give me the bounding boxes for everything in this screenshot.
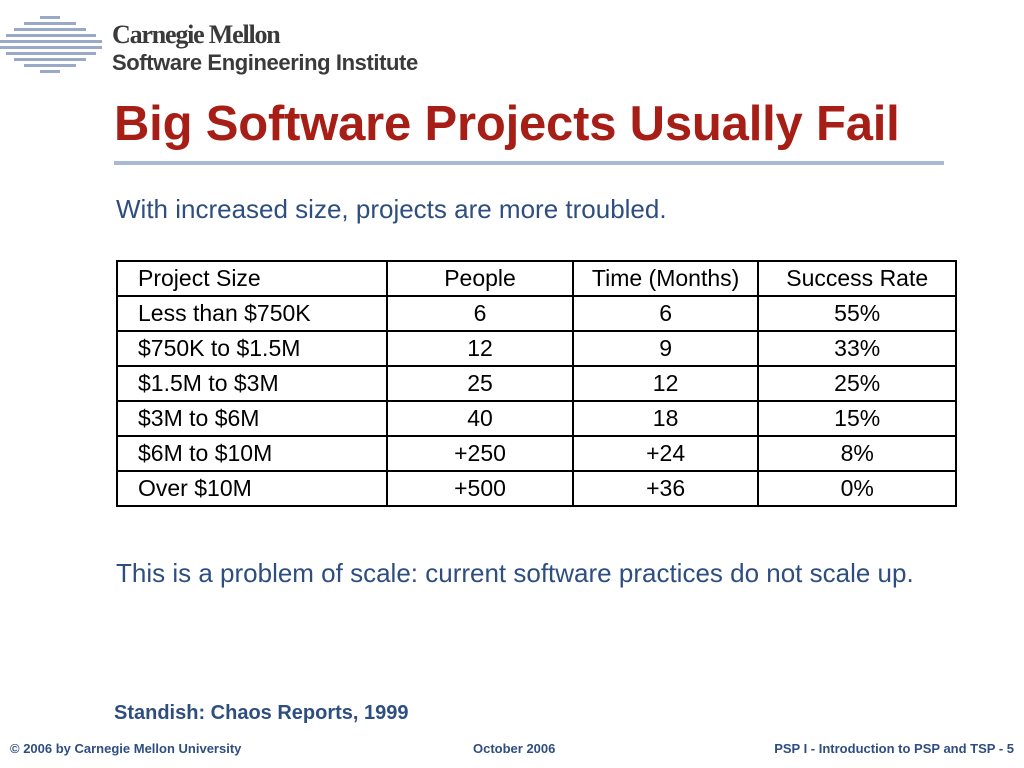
cell-project-size: Over $10M [115, 470, 389, 507]
cell-success-rate: 33% [757, 330, 957, 367]
cell-time-months: 18 [571, 400, 760, 437]
header-success-rate: Success Rate [757, 260, 957, 297]
cell-project-size: $1.5M to $3M [115, 365, 389, 402]
cell-project-size: Less than $750K [115, 295, 389, 332]
table-row: $1.5M to $3M 25 12 25% [115, 365, 957, 402]
slide-title: Big Software Projects Usually Fail [114, 97, 900, 151]
source-citation: Standish: Chaos Reports, 1999 [114, 702, 409, 724]
cell-success-rate: 0% [757, 470, 957, 507]
cell-people: +250 [386, 435, 574, 472]
cell-time-months: 6 [571, 295, 760, 332]
footer-date: October 2006 [473, 741, 556, 756]
table-row: $750K to $1.5M 12 9 33% [115, 330, 957, 367]
footer-course-page: PSP I - Introduction to PSP and TSP - 5 [774, 741, 1014, 756]
scale-note: This is a problem of scale: current soft… [116, 558, 914, 588]
header-project-size: Project Size [115, 260, 389, 297]
footer-copyright: © 2006 by Carnegie Mellon University [10, 741, 242, 756]
cell-people: 12 [386, 330, 574, 367]
org-name-cmu: Carnegie Mellon [112, 20, 281, 49]
cell-people: 25 [386, 365, 574, 402]
table-row: $6M to $10M +250 +24 8% [115, 435, 957, 472]
org-name-sei: Software Engineering Institute [112, 50, 418, 75]
cell-success-rate: 25% [757, 365, 957, 402]
cell-project-size: $6M to $10M [115, 435, 389, 472]
title-divider [114, 161, 944, 165]
cell-people: 6 [386, 295, 574, 332]
table-row: $3M to $6M 40 18 15% [115, 400, 957, 437]
header-people: People [386, 260, 574, 297]
sei-logo-icon [0, 16, 102, 73]
cell-project-size: $750K to $1.5M [115, 330, 389, 367]
cell-success-rate: 55% [757, 295, 957, 332]
cell-time-months: +36 [571, 470, 760, 507]
slide-subtitle: With increased size, projects are more t… [116, 194, 667, 224]
cell-time-months: 12 [571, 365, 760, 402]
table-row: Over $10M +500 +36 0% [115, 470, 957, 507]
cell-project-size: $3M to $6M [115, 400, 389, 437]
cell-people: +500 [386, 470, 574, 507]
table-header-row: Project Size People Time (Months) Succes… [115, 260, 957, 297]
cell-success-rate: 15% [757, 400, 957, 437]
header-time-months: Time (Months) [571, 260, 760, 297]
cell-people: 40 [386, 400, 574, 437]
project-size-table: Project Size People Time (Months) Succes… [115, 260, 957, 507]
table-row: Less than $750K 6 6 55% [115, 295, 957, 332]
cell-time-months: 9 [571, 330, 760, 367]
cell-time-months: +24 [571, 435, 760, 472]
cell-success-rate: 8% [757, 435, 957, 472]
